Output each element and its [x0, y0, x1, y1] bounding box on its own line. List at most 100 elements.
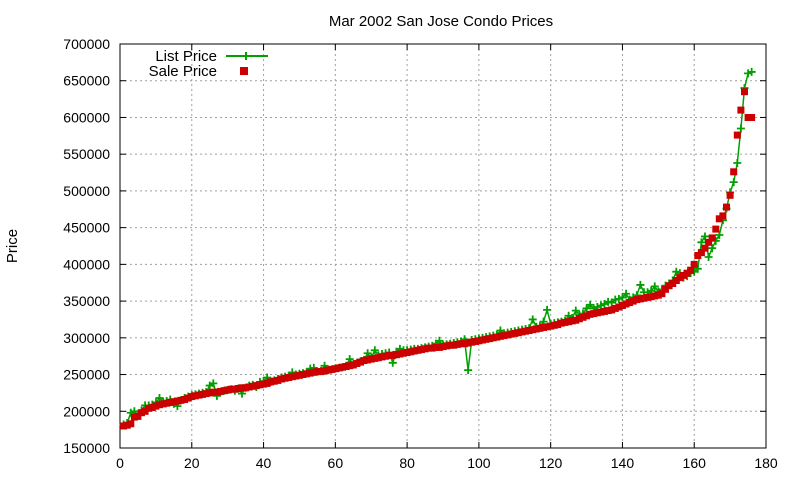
sale-price-point: [654, 291, 662, 299]
sale-price-point: [321, 367, 329, 375]
sale-price-point: [457, 340, 465, 348]
list-price-line: [123, 71, 752, 426]
series-layer: [119, 67, 756, 430]
legend-marker-sale-price: [240, 67, 248, 75]
sale-price-point: [464, 339, 472, 347]
sale-price-point: [575, 315, 583, 323]
sale-price-point: [382, 352, 390, 360]
list-price-point: [209, 379, 218, 388]
sale-price-point: [213, 388, 221, 396]
list-price-point: [614, 294, 623, 303]
sale-price-point: [611, 304, 619, 312]
sale-price-point: [173, 397, 181, 405]
sale-price-point: [593, 309, 601, 317]
list-price-point: [435, 336, 444, 345]
sale-price-point: [701, 244, 709, 252]
sale-price-point: [152, 402, 160, 410]
list-price-point: [747, 67, 756, 76]
sale-price-point: [303, 370, 311, 378]
sale-price-point: [489, 334, 497, 342]
legend-entry-list-price: List Price: [155, 48, 268, 65]
sale-price-point: [651, 292, 659, 300]
sale-price-point: [367, 355, 375, 363]
sale-price-point: [586, 310, 594, 318]
sale-price-point: [601, 307, 608, 315]
sale-price-point: [604, 307, 612, 315]
y-tick-label: 650000: [63, 73, 110, 89]
list-price-point: [622, 289, 631, 298]
list-price-point: [744, 69, 753, 78]
sale-price-point: [669, 280, 677, 287]
sale-price-point: [181, 396, 189, 403]
sale-price-point: [475, 337, 483, 345]
sale-price-point: [568, 317, 576, 325]
list-price-point: [729, 178, 738, 187]
sale-price-point: [191, 392, 199, 400]
sale-price-point: [705, 238, 713, 246]
sale-price-point: [479, 336, 486, 344]
sale-price-point: [238, 384, 246, 392]
sale-price-point: [626, 299, 634, 307]
sale-price-point: [360, 357, 368, 365]
sale-price-point: [385, 351, 393, 359]
legend-label-sale-price: Sale Price: [149, 63, 217, 80]
sale-price-point: [579, 313, 587, 321]
sale-price-point: [206, 389, 214, 397]
sale-price-point: [134, 412, 142, 420]
x-tick-label: 140: [611, 455, 635, 471]
sale-price-point: [306, 369, 314, 377]
list-price-point: [636, 280, 645, 289]
sale-price-point: [177, 396, 185, 404]
sale-price-point: [543, 323, 551, 331]
list-price-point: [618, 293, 627, 302]
sale-price-point: [687, 266, 695, 274]
legend-label-list-price: List Price: [155, 48, 217, 65]
sale-price-point: [715, 215, 723, 223]
sale-price-point: [403, 349, 411, 356]
sale-price-point: [299, 371, 307, 378]
sale-price-point: [676, 274, 684, 282]
sale-price-point: [514, 329, 522, 337]
sale-price-point: [425, 344, 433, 352]
y-tick-label: 350000: [63, 293, 110, 309]
sale-price-point: [156, 401, 163, 409]
list-price-point: [582, 304, 591, 313]
legend-marker-list-price: [242, 52, 250, 60]
sale-price-point: [590, 310, 598, 318]
sale-price-point: [733, 131, 741, 139]
sale-price-point: [123, 421, 131, 429]
sale-price-point: [565, 318, 573, 326]
sale-price-point: [665, 282, 673, 290]
sale-price-point: [396, 350, 404, 358]
sale-price-point: [310, 368, 318, 376]
sale-price-point: [461, 340, 468, 348]
sale-price-point: [432, 343, 440, 351]
sale-price-point: [536, 324, 544, 332]
sale-price-point: [658, 290, 666, 298]
sale-price-point: [683, 269, 691, 277]
sale-price-point: [378, 353, 386, 361]
sale-price-point: [511, 329, 519, 337]
sale-price-point: [217, 387, 224, 395]
sale-price-point: [482, 335, 490, 343]
sale-price-point: [694, 252, 702, 259]
sale-price-point: [529, 326, 537, 334]
y-tick-label: 250000: [63, 367, 110, 383]
sale-price-point: [737, 106, 745, 114]
sale-price-point: [522, 327, 529, 335]
x-tick-label: 40: [256, 455, 272, 471]
list-price-point: [543, 305, 552, 314]
sale-price-point: [400, 349, 407, 357]
x-tick-label: 180: [754, 455, 778, 471]
x-tick-label: 0: [116, 455, 124, 471]
sale-price-point: [410, 347, 418, 355]
sale-price-point: [141, 407, 149, 415]
sale-price-point: [640, 294, 648, 302]
y-axis-label: Price: [4, 229, 21, 263]
sale-price-point: [618, 302, 626, 309]
sale-price-point: [672, 277, 680, 284]
x-tick-label: 60: [328, 455, 344, 471]
sale-price-point: [364, 356, 372, 364]
x-tick-label: 20: [184, 455, 200, 471]
sale-price-point: [339, 363, 346, 371]
